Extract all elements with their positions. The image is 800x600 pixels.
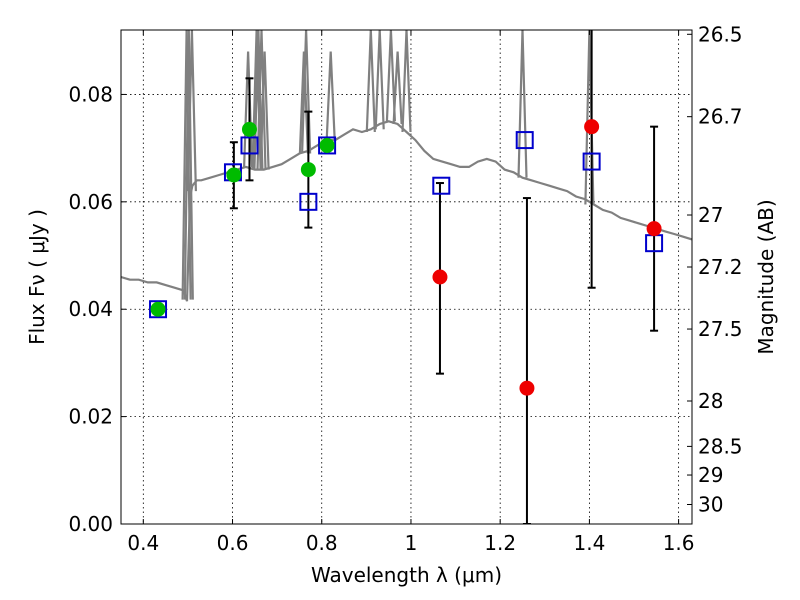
x-tick-label: 0.8 [306,531,338,555]
emission-line-spike [298,51,309,154]
emission-line-spike [517,30,528,178]
model-flux-square [318,136,337,155]
model-flux-square [432,176,451,195]
observed-flux-point [646,221,662,237]
observed-flux-point [226,167,242,183]
emission-line-spike [183,30,194,300]
y-tick-label: 0.08 [68,82,113,106]
observed-flux-point [584,119,600,135]
emission-line-spike [243,51,254,167]
mag-tick-label: 27.5 [698,317,743,341]
model-flux-square [515,131,534,150]
mag-tick-label: 29 [698,463,723,487]
observed-flux-point [150,301,166,317]
emission-line-spike [385,30,396,122]
emission-line-spike [325,51,336,141]
x-axis-title: Wavelength λ (μm) [311,563,502,587]
model-flux-square [149,300,168,319]
y2-axis-title: Magnitude (AB) [754,199,778,354]
emission-line-spike [374,30,385,130]
observed-flux-point [432,269,448,285]
emission-line-spike [253,30,264,170]
emission-line-spike [392,51,403,125]
plot-area [121,30,692,524]
observed-flux-point [241,121,257,137]
emission-line-spike [259,51,270,170]
template-spectrum-line [121,120,692,302]
x-tick-label: 0.6 [217,531,249,555]
y-axis-title: Flux Fν ( μJy ) [25,209,49,345]
grid-lines [121,30,692,525]
mag-tick-label: 30 [698,493,723,517]
emission-line-spike [186,30,197,192]
y-tick-label: 0.04 [68,297,113,321]
mag-tick-label: 27.2 [698,255,743,279]
emission-line-spike [365,30,376,133]
y-tick-label: 0.02 [68,405,113,429]
axes: 0.4 0.6 0.8 1 1.2 1.4 1.6 0.00 0.02 0.04 0.06 0.08 2… [68,22,742,555]
x-tick-label: 1 [405,531,418,555]
y-tick-label: 0.06 [68,190,113,214]
mag-tick-label: 26.7 [698,105,743,129]
mag-tick-label: 26.5 [698,22,743,46]
model-flux-square [299,192,318,211]
emission-line-spike [256,30,267,170]
emission-line-spike [401,30,412,133]
mag-tick-label: 27 [698,203,723,227]
x-tick-label: 1.4 [573,531,605,555]
x-tick-label: 0.4 [127,531,159,555]
mag-tick-label: 28 [698,389,723,413]
model-flux-square [240,136,259,155]
observed-flux-point [300,162,316,178]
y-tick-label: 0.00 [68,512,113,536]
model-flux-square [582,152,601,171]
observed-flux-point [319,137,335,153]
mag-tick-label: 28.5 [698,434,743,458]
x-tick-label: 1.6 [663,531,695,555]
x-tick-label: 1.2 [484,531,516,555]
observed-flux-point [519,380,535,396]
plot-frame [120,29,693,525]
emission-line-spike [181,30,192,300]
